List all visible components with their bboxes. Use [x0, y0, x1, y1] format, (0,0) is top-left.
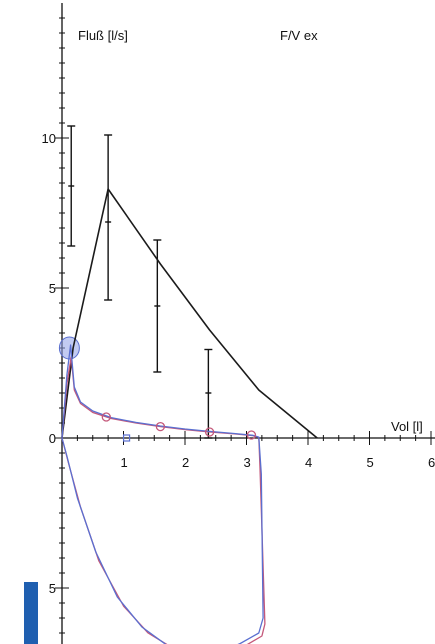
- x-tick-label: 2: [182, 455, 189, 470]
- error-bars: [67, 125, 213, 439]
- x-tick-label: 5: [367, 455, 374, 470]
- side-tab-marker: [24, 582, 38, 644]
- series-marker: [204, 427, 215, 437]
- x-tick-label: 6: [428, 455, 435, 470]
- x-tick-label: 3: [244, 455, 251, 470]
- axes: [61, 3, 435, 644]
- series-marker: [101, 412, 111, 422]
- error-bar: [153, 239, 162, 373]
- x-tick-label: 1: [121, 455, 128, 470]
- series-lines: [58, 188, 318, 644]
- series-marker: [122, 434, 131, 442]
- error-bar: [67, 125, 76, 247]
- x-axis-label: Vol [l]: [391, 419, 423, 434]
- y-tick-label: 5: [49, 581, 56, 596]
- tick-labels: 1 2 3 4 5 6 10 5 0 5: [42, 131, 435, 596]
- chart-title: F/V ex: [280, 28, 318, 43]
- series-markers: [101, 412, 257, 442]
- error-bar: [104, 134, 113, 301]
- series-line-measured-1: [61, 356, 266, 644]
- error-bar: [204, 348, 213, 439]
- series-line-predicted: [61, 188, 318, 439]
- y-tick-label: 0: [49, 431, 56, 446]
- series-line-measured-2: [61, 344, 264, 644]
- y-axis-label: Fluß [l/s]: [78, 28, 128, 43]
- x-tick-label: 4: [305, 455, 312, 470]
- series-marker: [246, 430, 257, 440]
- y-tick-label: 5: [49, 281, 56, 296]
- series-marker: [155, 421, 166, 432]
- tick-marks: [55, 17, 432, 634]
- y-tick-label: 10: [42, 131, 56, 146]
